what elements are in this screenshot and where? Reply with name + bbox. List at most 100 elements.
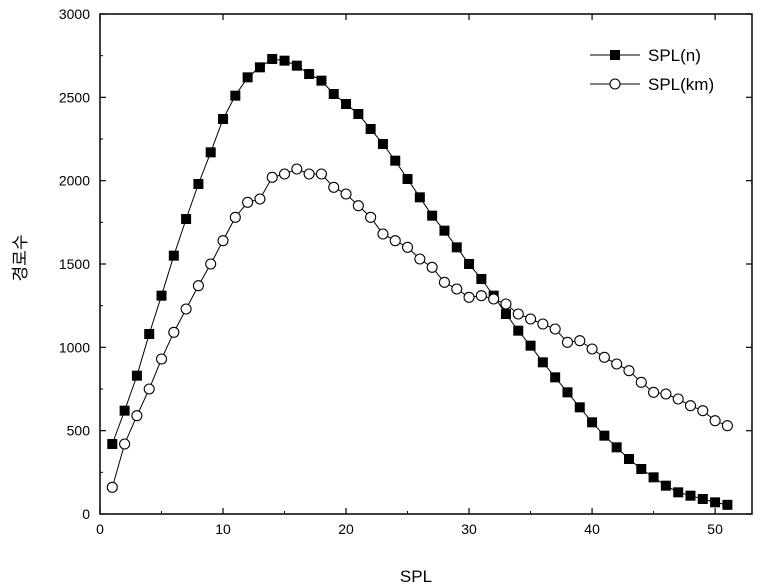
x-tick-label: 40 (584, 521, 600, 537)
data-point (636, 464, 647, 474)
data-point (697, 405, 709, 417)
x-axis-title: SPL (400, 567, 432, 586)
data-point (537, 357, 548, 368)
data-point (635, 376, 647, 388)
data-point (648, 386, 660, 398)
data-point (451, 242, 462, 253)
data-point (586, 343, 598, 355)
data-point (611, 442, 622, 453)
legend-marker (609, 78, 621, 90)
data-point (389, 235, 401, 247)
data-point (229, 211, 241, 223)
data-point (205, 147, 216, 158)
data-point (168, 250, 179, 261)
data-point (377, 228, 389, 240)
data-point (648, 472, 659, 483)
series-SPL(km) (106, 163, 733, 493)
data-point (672, 393, 684, 405)
data-point (660, 480, 671, 491)
data-point (107, 439, 118, 449)
data-point (525, 340, 536, 351)
data-point (328, 89, 339, 99)
x-tick-label: 50 (707, 521, 723, 537)
legend-label: SPL(km) (648, 75, 714, 94)
data-point (315, 168, 327, 180)
data-point (685, 490, 696, 501)
data-point (365, 211, 377, 223)
x-tick-label: 20 (338, 521, 354, 537)
data-point (488, 293, 500, 305)
y-tick-label: 500 (67, 423, 91, 439)
data-point (414, 192, 425, 203)
y-tick-label: 0 (82, 506, 90, 522)
data-point (155, 353, 168, 365)
data-point (328, 181, 340, 193)
y-tick-label: 2500 (59, 89, 90, 105)
data-point (500, 309, 511, 319)
data-point (390, 155, 401, 166)
x-tick-label: 10 (215, 521, 231, 537)
data-point (598, 351, 610, 363)
data-point (316, 75, 327, 86)
data-point (574, 402, 585, 413)
data-point (119, 405, 130, 416)
data-point (673, 487, 684, 498)
data-point (340, 188, 352, 200)
data-point (401, 241, 414, 253)
data-point (119, 438, 131, 450)
data-point (304, 69, 315, 79)
legend-label: SPL(n) (648, 46, 701, 65)
data-point (278, 168, 291, 180)
data-point (475, 290, 487, 302)
data-point (709, 415, 721, 427)
data-point (193, 179, 204, 189)
data-point (131, 410, 143, 422)
data-point (513, 325, 524, 336)
series-layer (106, 54, 733, 510)
data-point (242, 72, 253, 83)
data-point (512, 308, 524, 320)
data-point (684, 400, 697, 412)
data-point (660, 388, 672, 400)
data-point (254, 193, 266, 205)
data-point (106, 481, 118, 493)
data-point (402, 174, 413, 184)
y-tick-label: 3000 (59, 6, 90, 22)
data-point (230, 90, 241, 101)
data-point (254, 62, 265, 73)
x-tick-label: 0 (96, 521, 104, 537)
y-axis-title: 경로수 (11, 235, 30, 282)
data-point (439, 225, 450, 236)
data-point (266, 171, 278, 183)
series-line (111, 58, 728, 506)
data-point (549, 323, 561, 335)
data-point (426, 261, 438, 273)
data-point (438, 276, 451, 288)
x-tick-label: 30 (461, 521, 477, 537)
data-point (476, 274, 487, 284)
data-point (205, 258, 217, 270)
data-point (341, 99, 352, 109)
data-point (131, 370, 142, 381)
data-point (353, 109, 364, 119)
data-point (377, 139, 388, 149)
data-point (144, 329, 155, 339)
data-point (574, 335, 586, 347)
data-point (291, 163, 303, 175)
data-point (242, 196, 254, 208)
data-point (218, 114, 229, 124)
data-point (721, 420, 733, 432)
data-point (267, 54, 278, 64)
data-point (611, 358, 623, 370)
y-tick-label: 1500 (59, 256, 90, 272)
data-point (537, 318, 549, 330)
data-point (352, 200, 364, 212)
data-point (143, 383, 155, 395)
legend-marker (610, 50, 620, 60)
data-point (181, 214, 192, 224)
data-point (192, 280, 204, 292)
data-point (414, 253, 426, 265)
data-point (279, 55, 290, 66)
data-point (180, 303, 192, 315)
